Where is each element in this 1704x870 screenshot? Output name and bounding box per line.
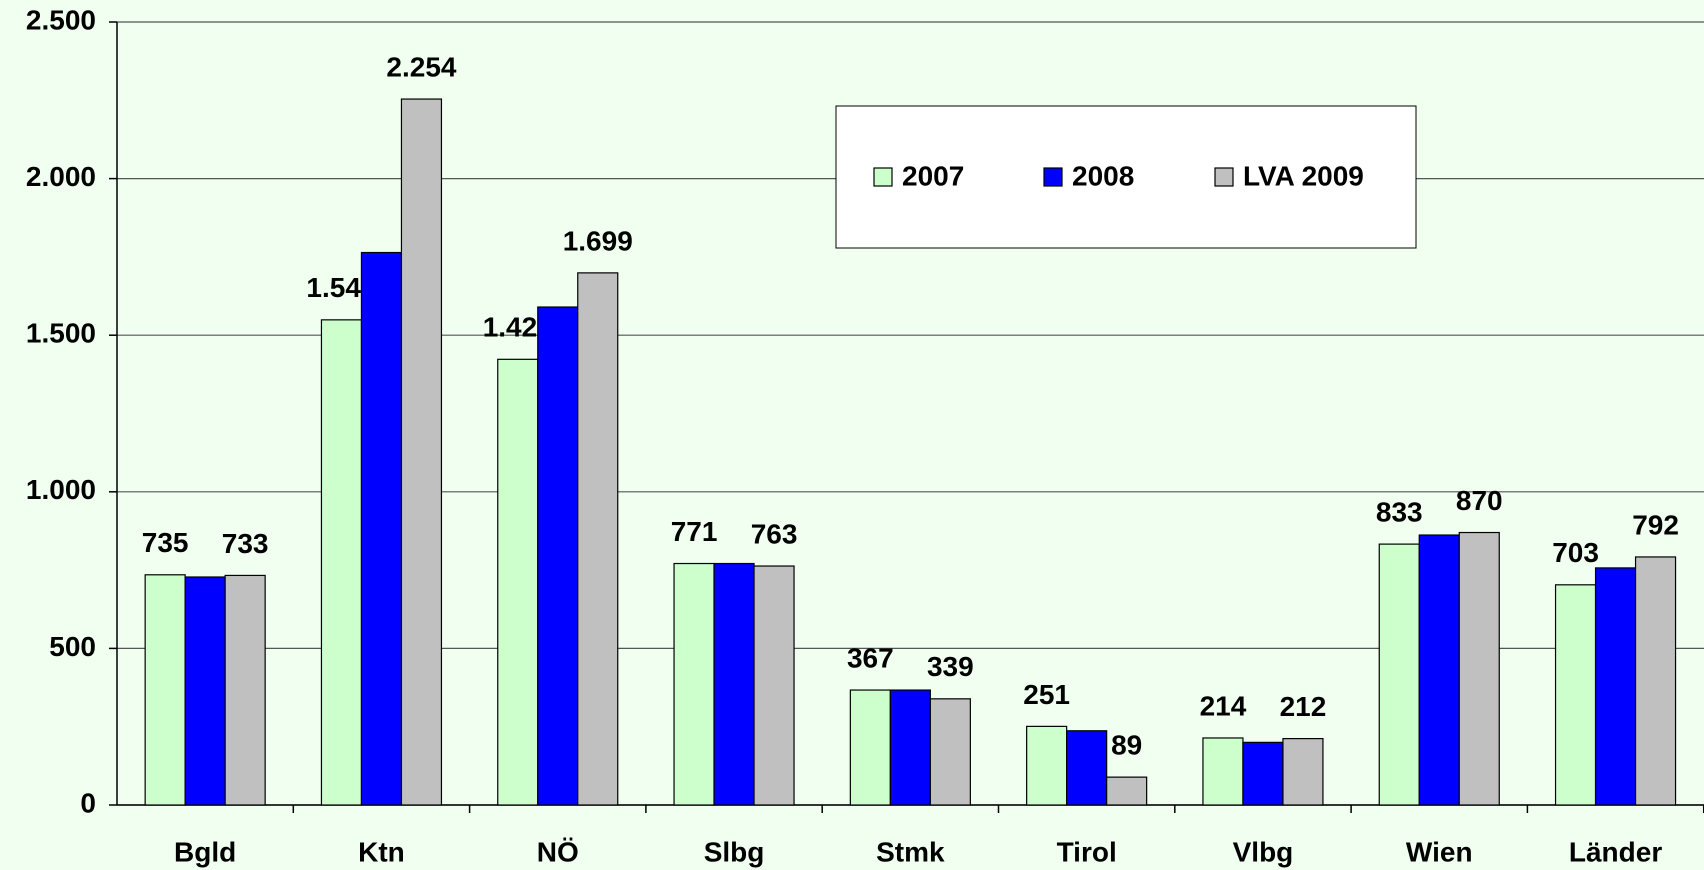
bar [537, 306, 579, 806]
bar [497, 358, 539, 806]
x-tick-label: Slbg [704, 836, 765, 867]
bar [753, 565, 795, 806]
value-label: 89 [1111, 730, 1142, 761]
value-label: 792 [1632, 509, 1679, 540]
legend-box [835, 105, 1417, 249]
bar [1634, 556, 1677, 806]
x-tick-label: Länder [1569, 836, 1662, 867]
value-label: 2.254 [386, 51, 456, 82]
y-tick-label: 1.000 [26, 474, 96, 505]
bar [360, 251, 403, 806]
bar [1458, 531, 1500, 806]
value-label: 214 [1200, 690, 1247, 721]
value-label: 735 [142, 527, 189, 558]
value-label: 339 [927, 651, 974, 682]
value-label: 771 [671, 516, 718, 547]
y-tick-label: 1.500 [26, 318, 96, 349]
y-tick-label: 2.000 [26, 161, 96, 192]
y-tick-label: 0 [80, 787, 96, 818]
value-label: 1.699 [563, 225, 633, 256]
bar [144, 574, 186, 806]
legend-swatch [873, 167, 893, 187]
bar [400, 98, 443, 806]
x-tick-label: Tirol [1057, 836, 1117, 867]
bar [1106, 776, 1148, 806]
value-label: 703 [1552, 537, 1599, 568]
value-label: 733 [222, 528, 269, 559]
x-tick-label: Ktn [358, 836, 405, 867]
value-label: 870 [1456, 485, 1503, 516]
bar [673, 562, 715, 806]
bar [1066, 730, 1108, 806]
bar [1594, 567, 1637, 806]
x-tick-label: Stmk [876, 836, 945, 867]
x-tick-label: Wien [1406, 836, 1473, 867]
bar [1418, 534, 1460, 806]
bar [1554, 584, 1597, 806]
x-tick-label: Bgld [174, 836, 236, 867]
value-label: 251 [1023, 679, 1070, 710]
legend-label: LVA 2009 [1243, 160, 1364, 191]
bar [849, 689, 891, 806]
bar [1378, 543, 1420, 806]
y-tick-label: 2.500 [26, 4, 96, 35]
legend-label: 2007 [902, 160, 964, 191]
value-label: 763 [751, 518, 798, 549]
bar [889, 689, 931, 806]
bar [224, 574, 266, 806]
bar [1202, 737, 1244, 806]
bar [184, 576, 226, 806]
x-tick-label: Vlbg [1233, 836, 1294, 867]
bar [1026, 725, 1068, 806]
legend-swatch [1043, 167, 1063, 187]
legend-label: 2008 [1072, 160, 1134, 191]
bar [1282, 738, 1324, 806]
bar [1242, 741, 1284, 806]
legend-swatch [1214, 167, 1234, 187]
value-label: 367 [847, 642, 894, 673]
value-label: 833 [1376, 496, 1423, 527]
bar [713, 562, 755, 806]
x-tick-label: NÖ [537, 836, 579, 867]
bar [320, 319, 363, 806]
bar [577, 272, 619, 806]
y-tick-label: 500 [49, 631, 96, 662]
bar [929, 698, 971, 806]
value-label: 212 [1280, 691, 1327, 722]
